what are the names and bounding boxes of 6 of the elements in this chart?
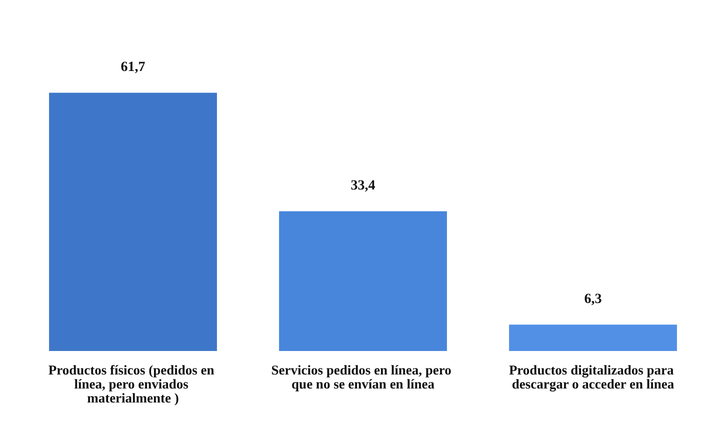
x-tick-label: Productos físicos (pedidos en línea, pero enviados materialmente ) xyxy=(48,362,218,406)
data-label: 61,7 xyxy=(120,60,146,76)
data-label: 6,3 xyxy=(584,292,602,308)
x-tick-label: Servicios pedidos en línea, pero que no se envían en línea xyxy=(271,362,455,392)
data-label: 33,4 xyxy=(350,178,376,194)
x-tick-label: Productos digitalizados para descargar o acceder en línea xyxy=(508,362,678,392)
